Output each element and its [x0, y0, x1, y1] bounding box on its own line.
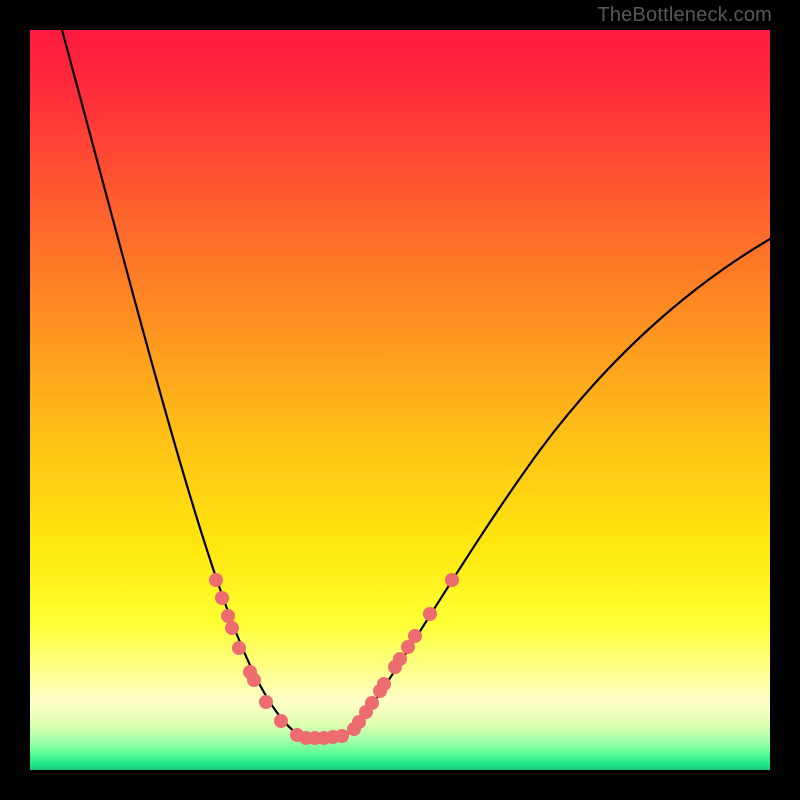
point-right: [408, 629, 422, 643]
point-left: [247, 673, 261, 687]
point-right: [377, 677, 391, 691]
point-right: [365, 696, 379, 710]
point-left: [274, 714, 288, 728]
bottleneck-chart: [0, 0, 800, 800]
chart-stage: TheBottleneck.com: [0, 0, 800, 800]
point-valley: [335, 729, 349, 743]
point-left: [225, 621, 239, 635]
point-right: [445, 573, 459, 587]
point-left: [221, 609, 235, 623]
point-left: [209, 573, 223, 587]
point-right: [423, 607, 437, 621]
point-left: [215, 591, 229, 605]
watermark-text: TheBottleneck.com: [597, 4, 772, 27]
point-left: [232, 641, 246, 655]
point-right: [393, 652, 407, 666]
point-left: [259, 695, 273, 709]
